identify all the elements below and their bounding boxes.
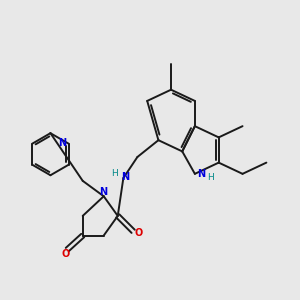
- Text: N: N: [58, 138, 67, 148]
- Text: H: H: [112, 169, 118, 178]
- Text: O: O: [62, 249, 70, 259]
- Text: H: H: [207, 173, 214, 182]
- Text: O: O: [135, 228, 143, 238]
- Text: N: N: [121, 172, 129, 182]
- Text: N: N: [99, 187, 107, 197]
- Text: N: N: [197, 169, 205, 179]
